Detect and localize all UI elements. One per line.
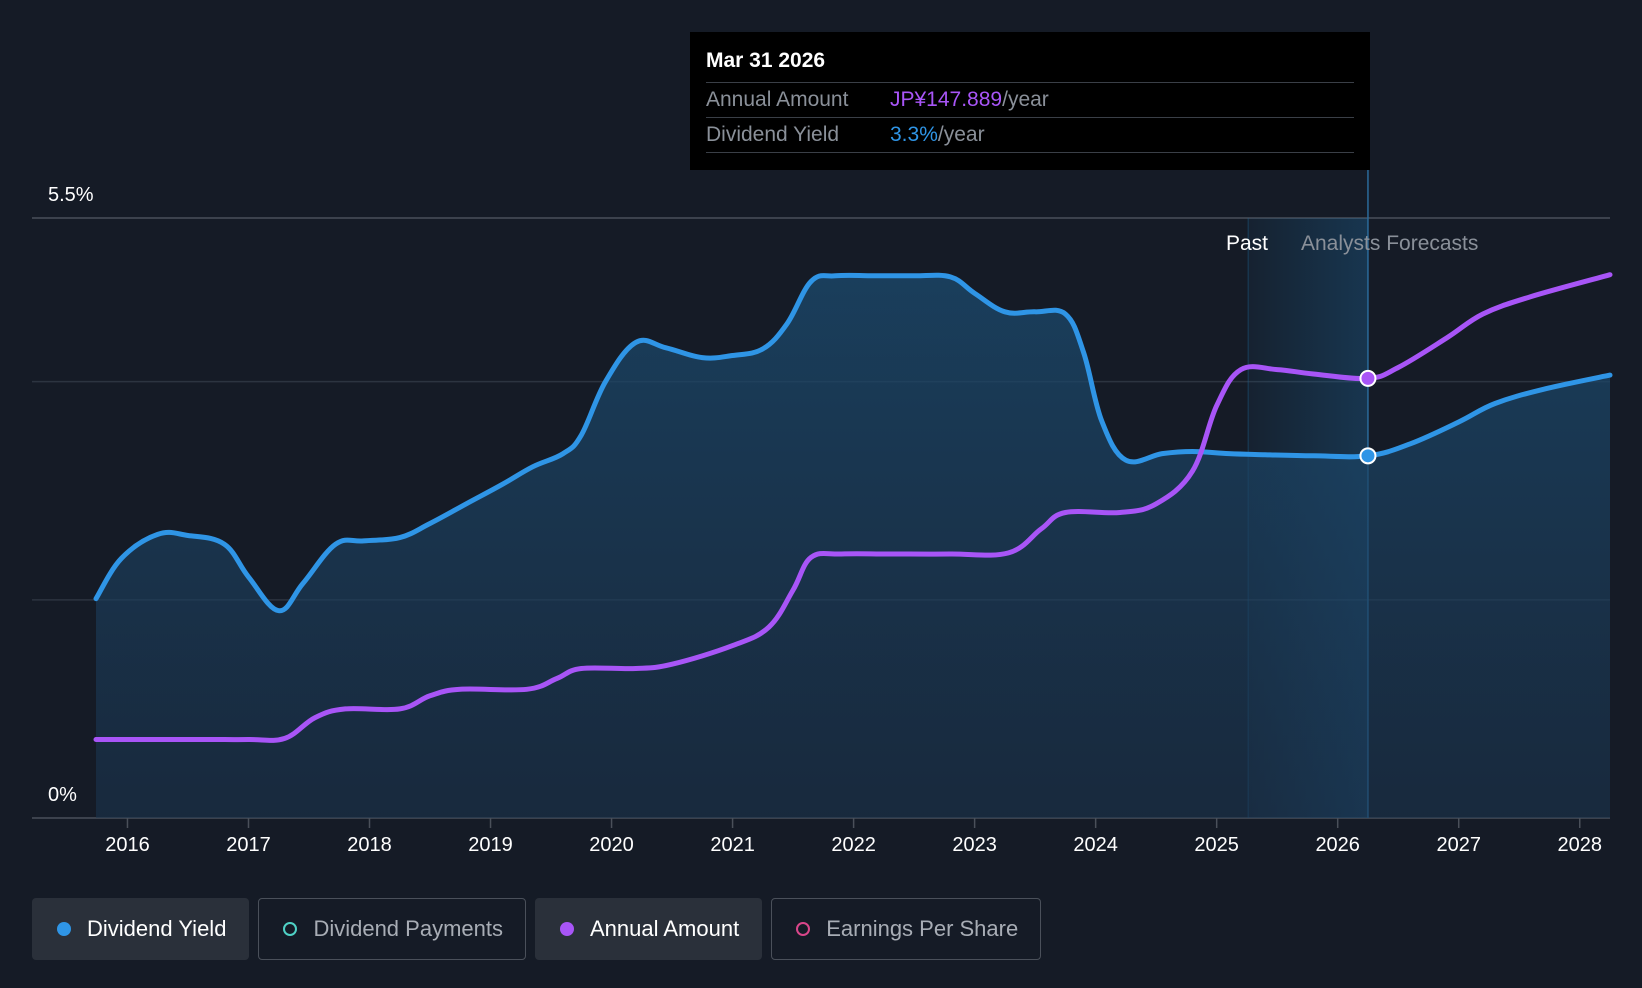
tooltip-row-annual-amount: Annual Amount JP¥147.889 /year bbox=[706, 83, 1354, 118]
legend-label: Annual Amount bbox=[589, 916, 740, 941]
x-tick-label: 2021 bbox=[710, 834, 755, 856]
x-axis: 2016 2017 2018 2019 2020 2021 2022 2023 2024 2025… bbox=[105, 818, 1602, 856]
x-tick-label: 2024 bbox=[1073, 834, 1118, 856]
x-tick-label: 2018 bbox=[347, 834, 392, 856]
forecast-region-label: Analysts Forecasts bbox=[1301, 232, 1478, 255]
annual-amount-hover-point bbox=[1359, 369, 1377, 387]
ring-icon bbox=[283, 922, 298, 936]
hover-markers bbox=[1359, 369, 1377, 465]
x-tick-label: 2026 bbox=[1315, 834, 1360, 856]
x-tick-label: 2017 bbox=[226, 834, 271, 856]
x-tick-label: 2025 bbox=[1194, 834, 1239, 856]
legend-dividend-payments-button[interactable]: Dividend Payments bbox=[258, 898, 526, 960]
dividend-yield-line bbox=[93, 272, 1613, 614]
tooltip-key: Annual Amount bbox=[706, 88, 849, 111]
hover-tooltip: Mar 31 2026 Annual Amount JP¥147.889 /ye… bbox=[690, 32, 1370, 170]
x-tick-label: 2023 bbox=[952, 834, 997, 856]
y-axis-bottom-label: 0% bbox=[48, 784, 77, 806]
series-layer bbox=[93, 272, 1613, 818]
past-region-label: Past bbox=[1226, 232, 1268, 255]
dot-icon bbox=[57, 922, 71, 936]
ring-icon bbox=[796, 922, 811, 936]
tooltip-date: Mar 31 2026 bbox=[706, 46, 1354, 83]
tooltip-unit: /year bbox=[1002, 88, 1049, 111]
legend-earnings-per-share-button[interactable]: Earnings Per Share bbox=[771, 898, 1042, 960]
x-tick-label: 2027 bbox=[1436, 834, 1481, 856]
x-tick-label: 2022 bbox=[831, 834, 876, 856]
tooltip-unit: /year bbox=[937, 123, 985, 146]
dividend-yield-hover-point bbox=[1359, 447, 1377, 465]
legend-label: Earnings Per Share bbox=[826, 916, 1019, 941]
tooltip-row-dividend-yield: Dividend Yield 3.3% /year bbox=[706, 118, 1354, 153]
tooltip-key: Dividend Yield bbox=[706, 123, 840, 146]
x-tick-label: 2019 bbox=[468, 834, 513, 856]
x-tick-label: 2028 bbox=[1557, 834, 1602, 856]
legend-label: Dividend Yield bbox=[87, 916, 227, 941]
dividend-yield-area bbox=[96, 275, 1610, 818]
legend: Dividend Yield Dividend Payments Annual … bbox=[32, 898, 1042, 960]
x-tick-label: 2020 bbox=[589, 834, 634, 856]
annual-amount-line bbox=[93, 272, 1613, 743]
tooltip-value: 3.3% bbox=[890, 123, 938, 146]
legend-annual-amount-button[interactable]: Annual Amount bbox=[534, 898, 763, 960]
dot-icon bbox=[559, 922, 574, 936]
tooltip-value: JP¥147.889 bbox=[890, 88, 1003, 111]
legend-dividend-yield-button[interactable]: Dividend Yield bbox=[32, 898, 250, 960]
y-axis-top-label: 5.5% bbox=[48, 184, 94, 206]
x-tick-label: 2016 bbox=[105, 834, 150, 856]
legend-label: Dividend Payments bbox=[313, 916, 503, 941]
